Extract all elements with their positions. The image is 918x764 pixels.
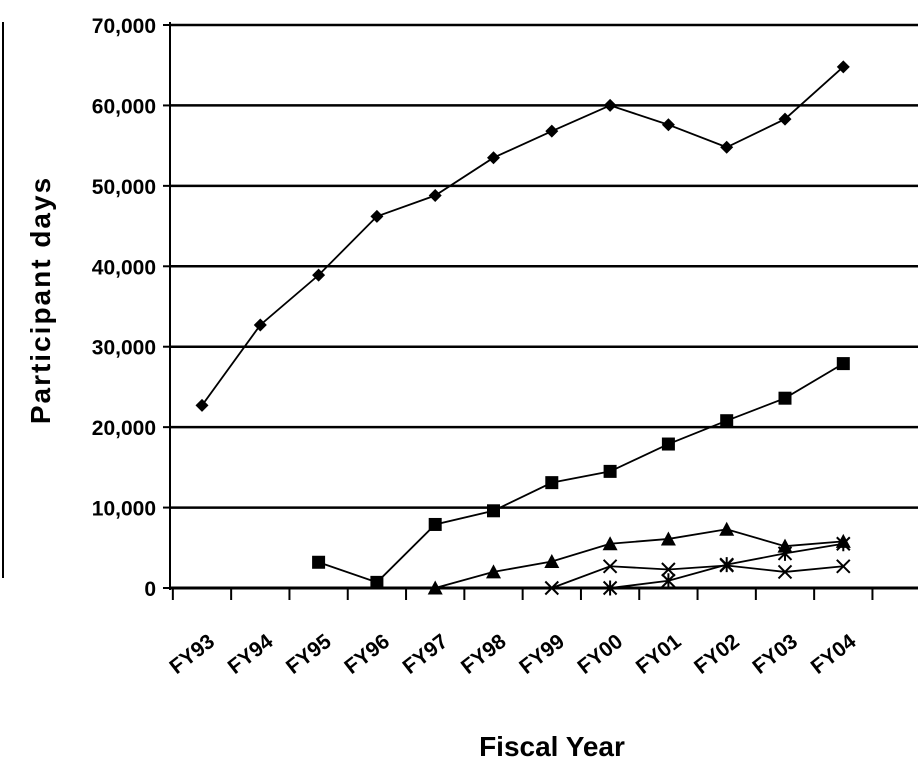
y-tick-label: 60,000 <box>92 95 156 118</box>
x-tick-label: FY03 <box>748 630 802 679</box>
x-tick-label: FY96 <box>340 630 394 679</box>
square-marker <box>661 437 675 451</box>
x-tick-label: FY04 <box>807 630 861 679</box>
diamond-marker <box>836 60 850 74</box>
square-marker <box>428 517 442 531</box>
square-marker <box>312 555 326 569</box>
square-marker <box>778 391 792 405</box>
y-tick-labels: 0 10,000 20,000 30,000 40,000 50,000 60,000 70,… <box>92 15 170 601</box>
star-marker <box>719 557 734 573</box>
diamond-marker <box>545 124 559 138</box>
diamond-marker <box>370 209 384 223</box>
star-marker <box>661 573 676 589</box>
square-marker <box>720 414 734 428</box>
diamond-marker <box>253 318 267 332</box>
x-axis-title: Fiscal Year <box>479 731 625 759</box>
diamond-marker <box>195 398 209 412</box>
diamond-marker <box>661 118 675 132</box>
series-1 <box>195 60 850 412</box>
triangle-marker <box>602 536 618 551</box>
star-marker <box>777 545 793 561</box>
y-tick-label: 50,000 <box>92 176 156 199</box>
y-tick-label: 0 <box>144 578 156 601</box>
triangle-marker <box>486 564 501 579</box>
y-tick-label: 20,000 <box>92 417 156 440</box>
square-marker <box>603 464 617 478</box>
x-tick-label: FY95 <box>282 630 336 679</box>
diamond-marker <box>428 189 442 203</box>
x-tick-labels: FY93 FY94 FY95 FY96 FY97 FY98 FY99 FY00 FY01 FY02… <box>165 588 874 679</box>
diamond-marker <box>720 140 734 154</box>
triangle-marker <box>660 531 676 546</box>
series-line <box>201 66 844 406</box>
x-tick-label: FY01 <box>632 630 686 679</box>
y-tick-label: 70,000 <box>92 15 156 38</box>
x-tick-label: FY94 <box>224 630 278 679</box>
square-marker <box>487 504 500 518</box>
y-axis-title: Participant days <box>25 176 56 424</box>
y-tick-label: 40,000 <box>92 256 156 279</box>
y-tick-label: 30,000 <box>92 337 156 360</box>
series-line <box>551 564 844 589</box>
diamond-marker <box>312 268 326 282</box>
x-tick-label: FY97 <box>399 630 453 679</box>
series-2 <box>312 357 850 589</box>
series-5 <box>602 536 851 596</box>
series-lines <box>195 60 851 596</box>
triangle-marker <box>427 580 443 595</box>
square-marker <box>370 575 384 589</box>
series-line <box>434 528 844 589</box>
diamond-marker <box>487 151 500 165</box>
y-tick-label: 10,000 <box>92 498 156 521</box>
x-marker <box>836 559 851 574</box>
series-4 <box>544 558 851 596</box>
x-tick-label: FY02 <box>690 630 744 679</box>
triangle-marker <box>719 521 735 536</box>
x-tick-label: FY99 <box>515 630 569 679</box>
x-marker <box>602 559 618 574</box>
diamond-marker <box>778 112 792 126</box>
x-tick-label: FY00 <box>573 630 627 679</box>
diamond-marker <box>603 98 617 112</box>
x-tick-label: FY93 <box>165 630 219 679</box>
series-line <box>318 362 844 584</box>
square-marker <box>545 476 559 490</box>
star-marker <box>602 580 618 596</box>
x-tick-label: FY98 <box>457 630 511 679</box>
gridlines <box>170 23 918 509</box>
x-marker <box>661 562 676 577</box>
square-marker <box>836 357 850 371</box>
star-marker <box>836 536 851 552</box>
x-marker <box>544 580 560 596</box>
x-marker <box>777 564 793 580</box>
triangle-marker <box>544 553 560 568</box>
